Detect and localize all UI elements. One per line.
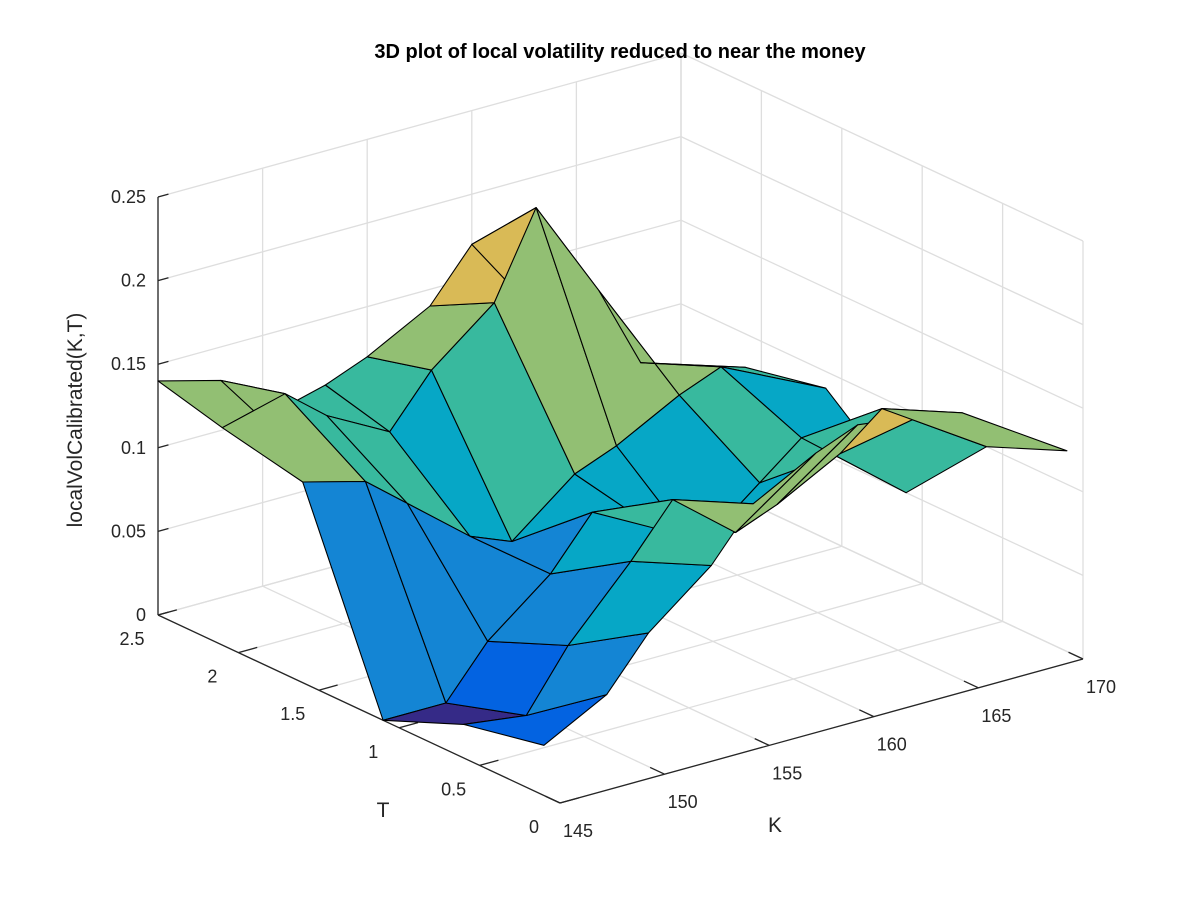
grid-line-back-z <box>157 219 682 365</box>
z-axis-label: localVolCalibrated(K,T) <box>64 313 87 528</box>
y-tick-label: 2.5 <box>119 629 144 649</box>
z-tick-label: 0.05 <box>111 521 146 541</box>
z-tick <box>157 277 169 282</box>
x-tick <box>754 738 770 746</box>
tick-labels: 145 150 155 160 165 170 0 0.5 1 1.5 2 2.5 0 0.05 0.1 0.… <box>111 187 1116 841</box>
x-tick-label: 150 <box>668 792 698 812</box>
grid-line-floor-t <box>479 620 1003 767</box>
x-tick-label: 145 <box>563 821 593 841</box>
surface-patch <box>881 408 1068 452</box>
z-tick-label: 0 <box>136 605 146 625</box>
z-tick <box>157 611 169 616</box>
x-tick <box>545 795 561 804</box>
y-tick-label: 0.5 <box>441 779 466 799</box>
x-tick-label: 170 <box>1086 677 1116 697</box>
z-tick <box>157 360 169 365</box>
x-axis-line <box>559 658 1084 804</box>
grid-line-back-z <box>157 52 682 198</box>
z-tick <box>157 193 169 198</box>
z-tick <box>157 527 169 533</box>
x-tick <box>1068 651 1084 660</box>
chart-title: 3D plot of local volatility reduced to n… <box>374 41 866 63</box>
z-tick-label: 0.2 <box>121 271 146 291</box>
x-tick-label: 155 <box>772 763 802 783</box>
y-axis-line <box>157 614 561 804</box>
y-axis-label: T <box>377 799 390 822</box>
grid-line-side-z <box>680 136 1084 326</box>
y-tick <box>238 646 258 654</box>
surface <box>157 207 1068 746</box>
x-tick <box>859 709 875 718</box>
y-tick <box>479 759 499 767</box>
y-tick <box>399 721 419 729</box>
y-tick <box>559 797 580 804</box>
x-tick <box>963 680 979 689</box>
grid-line-side-z <box>680 303 1084 493</box>
grid-line-side-z <box>680 52 1084 242</box>
x-tick-label: 165 <box>981 706 1011 726</box>
y-tick-label: 2 <box>207 667 217 687</box>
x-tick <box>649 766 665 775</box>
axes <box>157 193 1084 804</box>
y-tick-label: 1 <box>368 742 378 762</box>
y-tick-label: 0 <box>529 817 539 837</box>
grid-line-back-z <box>157 135 682 282</box>
z-tick-label: 0.15 <box>111 354 146 374</box>
x-tick-label: 160 <box>877 735 907 755</box>
z-tick <box>157 444 169 449</box>
y-tick <box>318 684 338 691</box>
z-tick-label: 0.25 <box>111 187 146 207</box>
y-tick-label: 1.5 <box>280 704 305 724</box>
z-tick-label: 0.1 <box>121 438 146 458</box>
grid-line-side-z <box>680 219 1084 409</box>
x-axis-label: K <box>768 814 782 837</box>
